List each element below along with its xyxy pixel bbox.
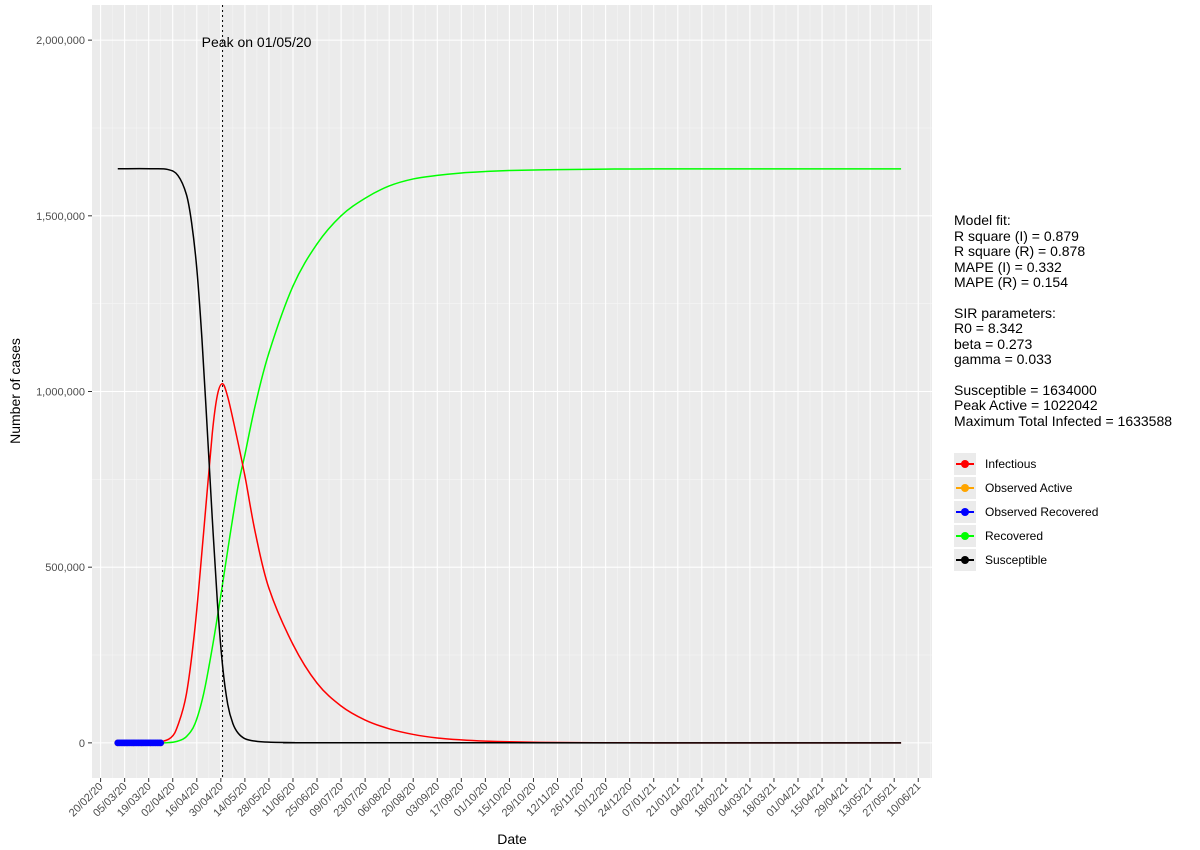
legend-label: Susceptible bbox=[985, 553, 1048, 567]
mape-i: MAPE (I) = 0.332 bbox=[954, 258, 1062, 275]
x-axis-title: Date bbox=[497, 831, 527, 847]
r0-value: R0 = 8.342 bbox=[954, 320, 1023, 336]
legend-item-susceptible: Susceptible bbox=[954, 548, 1098, 572]
y-tick-label: 1,000,000 bbox=[36, 387, 85, 399]
legend-key-susceptible bbox=[954, 549, 976, 571]
max-total-infected-value: Maximum Total Infected = 1633588 bbox=[954, 412, 1173, 429]
y-tick-label: 2,000,000 bbox=[36, 35, 85, 47]
legend-key-observed-recovered bbox=[954, 501, 976, 523]
legend-key-infectious bbox=[954, 453, 976, 475]
data-point-observed-recovered bbox=[157, 739, 165, 747]
grid-major bbox=[92, 5, 932, 778]
mape-r: MAPE (R) = 0.154 bbox=[954, 274, 1068, 290]
legend-key-observed-active bbox=[954, 477, 976, 499]
model-info: Model fit: R square (I) = 0.879 R square… bbox=[954, 212, 1173, 429]
legend-label: Recovered bbox=[985, 529, 1044, 543]
legend: Infectious Observed Active Observed Recove… bbox=[954, 452, 1098, 572]
legend-item-observed-recovered: Observed Recovered bbox=[954, 500, 1098, 524]
y-tick-label: 1,500,000 bbox=[36, 211, 85, 223]
gamma-value: gamma = 0.033 bbox=[954, 351, 1052, 367]
series-line-susceptible bbox=[117, 167, 902, 744]
series-line-recovered bbox=[117, 168, 902, 744]
series-layer bbox=[114, 167, 902, 747]
series-line-infectious bbox=[117, 383, 902, 744]
legend-item-recovered: Recovered bbox=[954, 524, 1098, 548]
legend-label: Observed Recovered bbox=[985, 505, 1099, 519]
model-fit-title: Model fit: bbox=[954, 212, 1011, 228]
peak-active-value: Peak Active = 1022042 bbox=[954, 397, 1098, 413]
legend-item-infectious: Infectious bbox=[954, 452, 1098, 476]
y-axis-title: Number of cases bbox=[7, 338, 23, 444]
legend-label: Observed Active bbox=[985, 481, 1073, 495]
r-square-i: R square (I) = 0.879 bbox=[954, 227, 1079, 244]
legend-label: Infectious bbox=[985, 457, 1037, 471]
legend-key-recovered bbox=[954, 525, 976, 547]
susceptible-value: Susceptible = 1634000 bbox=[954, 381, 1097, 398]
peak-annotation: Peak on 01/05/20 bbox=[202, 34, 312, 50]
y-tick-label: 0 bbox=[79, 738, 85, 750]
r-square-r: R square (R) = 0.878 bbox=[954, 243, 1086, 259]
sir-parameters-title: SIR parameters: bbox=[954, 304, 1056, 321]
beta-value: beta = 0.273 bbox=[954, 335, 1033, 352]
y-tick-label: 500,000 bbox=[45, 562, 85, 574]
legend-item-observed-active: Observed Active bbox=[954, 476, 1098, 500]
